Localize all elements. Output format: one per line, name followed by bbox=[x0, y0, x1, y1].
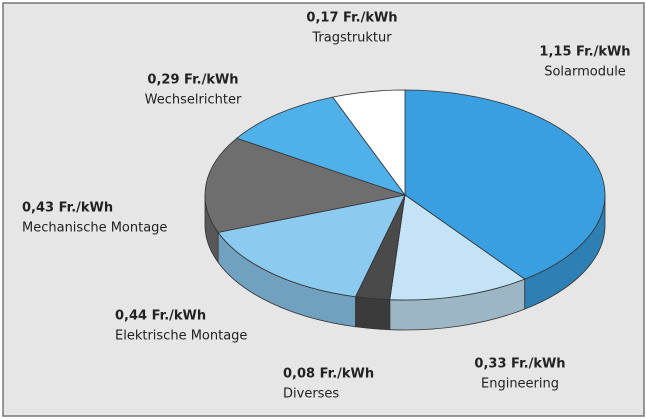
category-label: Engineering bbox=[481, 377, 559, 392]
value-label: 0,17 Fr./kWh bbox=[306, 11, 397, 26]
value-label: 0,33 Fr./kWh bbox=[474, 357, 565, 372]
category-label: Tragstruktur bbox=[311, 31, 392, 46]
value-label: 0,43 Fr./kWh bbox=[22, 201, 113, 216]
slice-side bbox=[355, 296, 391, 331]
slice bbox=[217, 194, 406, 298]
category-label: Diverses bbox=[283, 387, 339, 402]
slice bbox=[389, 194, 526, 301]
slice bbox=[235, 96, 407, 196]
value-label: 0,08 Fr./kWh bbox=[283, 367, 374, 382]
value-label: 1,15 Fr./kWh bbox=[539, 45, 630, 60]
category-label: Solarmodule bbox=[544, 65, 626, 80]
value-label: 0,44 Fr./kWh bbox=[115, 309, 206, 324]
category-label: Elektrische Montage bbox=[115, 329, 247, 344]
slice bbox=[332, 89, 406, 197]
value-label: 0,29 Fr./kWh bbox=[147, 73, 238, 88]
slice bbox=[404, 89, 606, 280]
category-label: Mechanische Montage bbox=[22, 221, 167, 236]
category-label: Wechselrichter bbox=[145, 93, 242, 108]
slice bbox=[204, 137, 407, 233]
